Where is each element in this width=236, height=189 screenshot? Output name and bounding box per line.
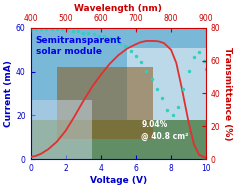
Y-axis label: Current (mA): Current (mA) [4,60,13,127]
Bar [57,67,153,139]
Text: Semitransparent
solar module: Semitransparent solar module [36,36,122,56]
Bar [30,120,206,159]
X-axis label: Wavelength (nm): Wavelength (nm) [74,4,162,13]
X-axis label: Voltage (V): Voltage (V) [90,176,147,185]
Text: 9.04%
@ 40.8 cm²: 9.04% @ 40.8 cm² [141,120,189,141]
Bar [127,47,206,120]
Y-axis label: Transmittance (%): Transmittance (%) [223,47,232,140]
Bar [30,100,92,159]
